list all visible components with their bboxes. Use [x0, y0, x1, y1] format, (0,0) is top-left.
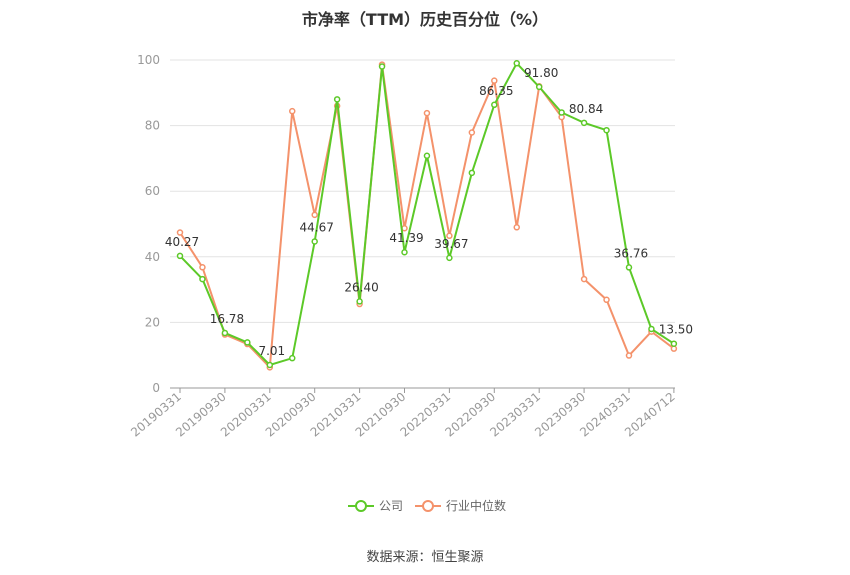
data-label: 16.78: [210, 312, 244, 326]
series-point-0: [176, 252, 184, 260]
series-point-1: [176, 229, 184, 236]
data-label: 26.40: [344, 280, 378, 294]
data-label: 13.50: [659, 323, 693, 337]
series-point-0: [558, 109, 565, 116]
series-point-0: [423, 152, 431, 160]
data-label: 40.27: [165, 235, 199, 249]
series-point-0: [670, 340, 678, 347]
series-point-0: [446, 254, 453, 262]
y-tick-label: 40: [145, 250, 160, 264]
series-point-0: [244, 339, 251, 346]
series-point-1: [468, 129, 476, 136]
data-label: 36.76: [614, 246, 648, 260]
series-point-0: [580, 119, 588, 127]
series-point-1: [199, 264, 206, 271]
series-point-0: [199, 275, 206, 283]
series-point-0: [288, 354, 296, 362]
series-point-0: [625, 264, 633, 271]
y-tick-label: 20: [145, 315, 160, 329]
legend-marker: [422, 500, 434, 512]
series-point-0: [311, 238, 318, 245]
legend-label: 公司: [379, 499, 403, 513]
data-label: 44.67: [300, 220, 334, 234]
y-tick-label: 100: [137, 53, 160, 67]
series-point-1: [625, 352, 633, 359]
series-point-0: [603, 126, 610, 134]
series-point-1: [311, 211, 318, 219]
series-point-1: [288, 107, 296, 115]
series-point-1: [513, 224, 520, 231]
data-label: 39.67: [434, 237, 468, 251]
series-point-1: [491, 77, 498, 84]
series-point-1: [580, 275, 588, 283]
series-point-1: [446, 232, 453, 240]
data-source: 数据来源：恒生聚源: [366, 550, 484, 565]
series-point-1: [603, 296, 610, 304]
series-point-0: [468, 169, 476, 177]
series-point-0: [401, 248, 408, 256]
data-label: 7.01: [258, 344, 285, 358]
series-point-0: [221, 329, 229, 337]
series-point-0: [266, 361, 274, 369]
series-point-0: [535, 83, 543, 91]
series-point-1: [423, 109, 431, 117]
data-label: 80.84: [569, 102, 603, 116]
legend-marker: [355, 500, 367, 512]
y-tick-label: 0: [152, 381, 160, 395]
data-label: 41.39: [389, 231, 423, 245]
chart-title: 市净率（TTM）历史百分位（%）: [301, 10, 549, 29]
y-tick-label: 60: [145, 184, 160, 198]
series-point-0: [491, 101, 498, 109]
data-label: 86.35: [479, 84, 513, 98]
y-tick-label: 80: [145, 119, 160, 133]
series-point-0: [356, 298, 363, 305]
legend-label: 行业中位数: [446, 498, 506, 513]
x-tick-label: 20240712: [622, 390, 678, 440]
series-point-0: [513, 60, 520, 67]
series-point-0: [333, 96, 341, 103]
series-point-0: [648, 325, 655, 333]
series-point-0: [378, 63, 386, 70]
data-label: 91.80: [524, 66, 558, 80]
